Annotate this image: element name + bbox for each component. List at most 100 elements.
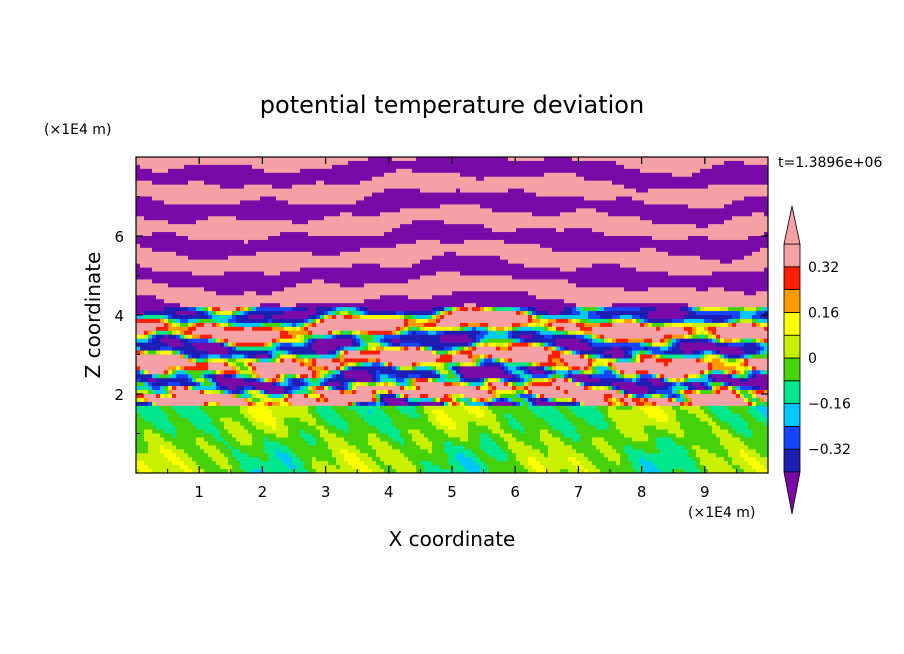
contour-cell xyxy=(444,311,449,316)
contour-cell xyxy=(700,374,705,379)
contour-cell xyxy=(648,342,653,347)
contour-cell xyxy=(168,330,173,336)
contour-cell xyxy=(272,394,281,399)
contour-cell xyxy=(316,311,325,316)
contour-cell xyxy=(300,338,305,344)
contour-cell xyxy=(620,401,625,407)
contour-cell xyxy=(716,334,721,340)
contour-cell xyxy=(344,429,349,434)
contour-cell xyxy=(404,322,409,328)
contour-cell xyxy=(316,307,333,312)
contour-cell xyxy=(140,243,397,249)
contour-cell xyxy=(524,378,529,383)
contour-cell xyxy=(248,362,253,367)
contour-cell xyxy=(484,401,489,407)
contour-cell xyxy=(348,311,353,316)
contour-cell xyxy=(156,401,205,407)
contour-cell xyxy=(624,397,633,403)
contour-cell xyxy=(752,315,761,320)
contour-cell xyxy=(164,318,169,324)
contour-cell xyxy=(488,390,493,395)
contour-cell xyxy=(588,386,593,391)
contour-cell xyxy=(184,334,189,340)
contour-cell xyxy=(320,382,325,387)
contour-cell xyxy=(712,409,733,415)
contour-cell xyxy=(520,366,529,371)
contour-cell xyxy=(324,417,345,423)
contour-cell xyxy=(732,386,737,391)
contour-cell xyxy=(740,465,753,470)
contour-cell xyxy=(532,315,537,320)
contour-cell xyxy=(256,354,269,359)
contour-cell xyxy=(492,390,497,395)
contour-cell xyxy=(536,330,541,336)
contour-cell xyxy=(696,311,741,316)
contour-cell xyxy=(440,397,453,403)
contour-cell xyxy=(460,397,465,403)
y-tick-label: 4 xyxy=(114,307,124,325)
contour-cell xyxy=(356,307,361,312)
contour-cell xyxy=(528,397,537,403)
contour-cell xyxy=(728,307,745,312)
contour-cell xyxy=(356,386,401,391)
contour-cell xyxy=(280,397,285,403)
contour-cell xyxy=(752,386,761,391)
contour-cell xyxy=(452,350,457,355)
contour-cell xyxy=(136,405,161,411)
contour-cell xyxy=(624,445,633,450)
contour-cell xyxy=(656,326,661,332)
contour-cell xyxy=(280,338,301,344)
contour-cell xyxy=(300,267,561,272)
contour-cell xyxy=(672,342,677,347)
contour-cell xyxy=(476,421,501,426)
contour-cell xyxy=(576,429,621,434)
contour-cell xyxy=(696,330,701,336)
contour-cell xyxy=(136,204,441,209)
contour-cell xyxy=(736,469,745,474)
contour-cell xyxy=(380,378,385,383)
contour-cell xyxy=(532,390,565,395)
contour-cell xyxy=(556,338,581,344)
contour-cell xyxy=(136,243,141,249)
contour-cell xyxy=(340,346,345,351)
y-tick-label: 6 xyxy=(114,228,124,246)
contour-cell xyxy=(728,449,741,454)
contour-cell xyxy=(152,232,177,237)
contour-cell xyxy=(592,263,621,268)
contour-cell xyxy=(336,457,345,462)
contour-cell xyxy=(152,247,361,253)
contour-cell xyxy=(632,445,657,450)
contour-cell xyxy=(600,449,617,454)
contour-cell xyxy=(212,334,281,340)
contour-cell xyxy=(192,469,205,474)
contour-cell xyxy=(436,315,441,320)
contour-cell xyxy=(480,204,689,209)
contour-cell xyxy=(512,397,525,403)
contour-cell xyxy=(248,315,265,320)
contour-cell xyxy=(272,358,277,363)
contour-cell xyxy=(432,421,441,426)
contour-cell xyxy=(408,279,569,284)
contour-cell xyxy=(680,342,717,347)
contour-cell xyxy=(408,346,417,351)
contour-cell xyxy=(372,334,377,340)
contour-cell xyxy=(760,386,769,391)
contour-cell xyxy=(368,330,393,336)
contour-cell xyxy=(640,358,645,363)
contour-cell xyxy=(232,354,245,359)
contour-cell xyxy=(300,378,305,383)
contour-cell xyxy=(472,346,477,351)
contour-cell xyxy=(208,354,221,359)
contour-cell xyxy=(224,441,229,446)
contour-cell xyxy=(176,318,181,324)
contour-cell xyxy=(512,358,549,363)
contour-cell xyxy=(564,326,581,332)
contour-cell xyxy=(420,259,509,265)
contour-cell xyxy=(720,358,725,363)
contour-cell xyxy=(524,188,637,193)
x-tick-label: 1 xyxy=(194,483,204,501)
contour-cell xyxy=(320,374,325,379)
contour-cell xyxy=(620,397,625,403)
contour-cell xyxy=(500,362,505,367)
contour-cell xyxy=(592,437,605,442)
